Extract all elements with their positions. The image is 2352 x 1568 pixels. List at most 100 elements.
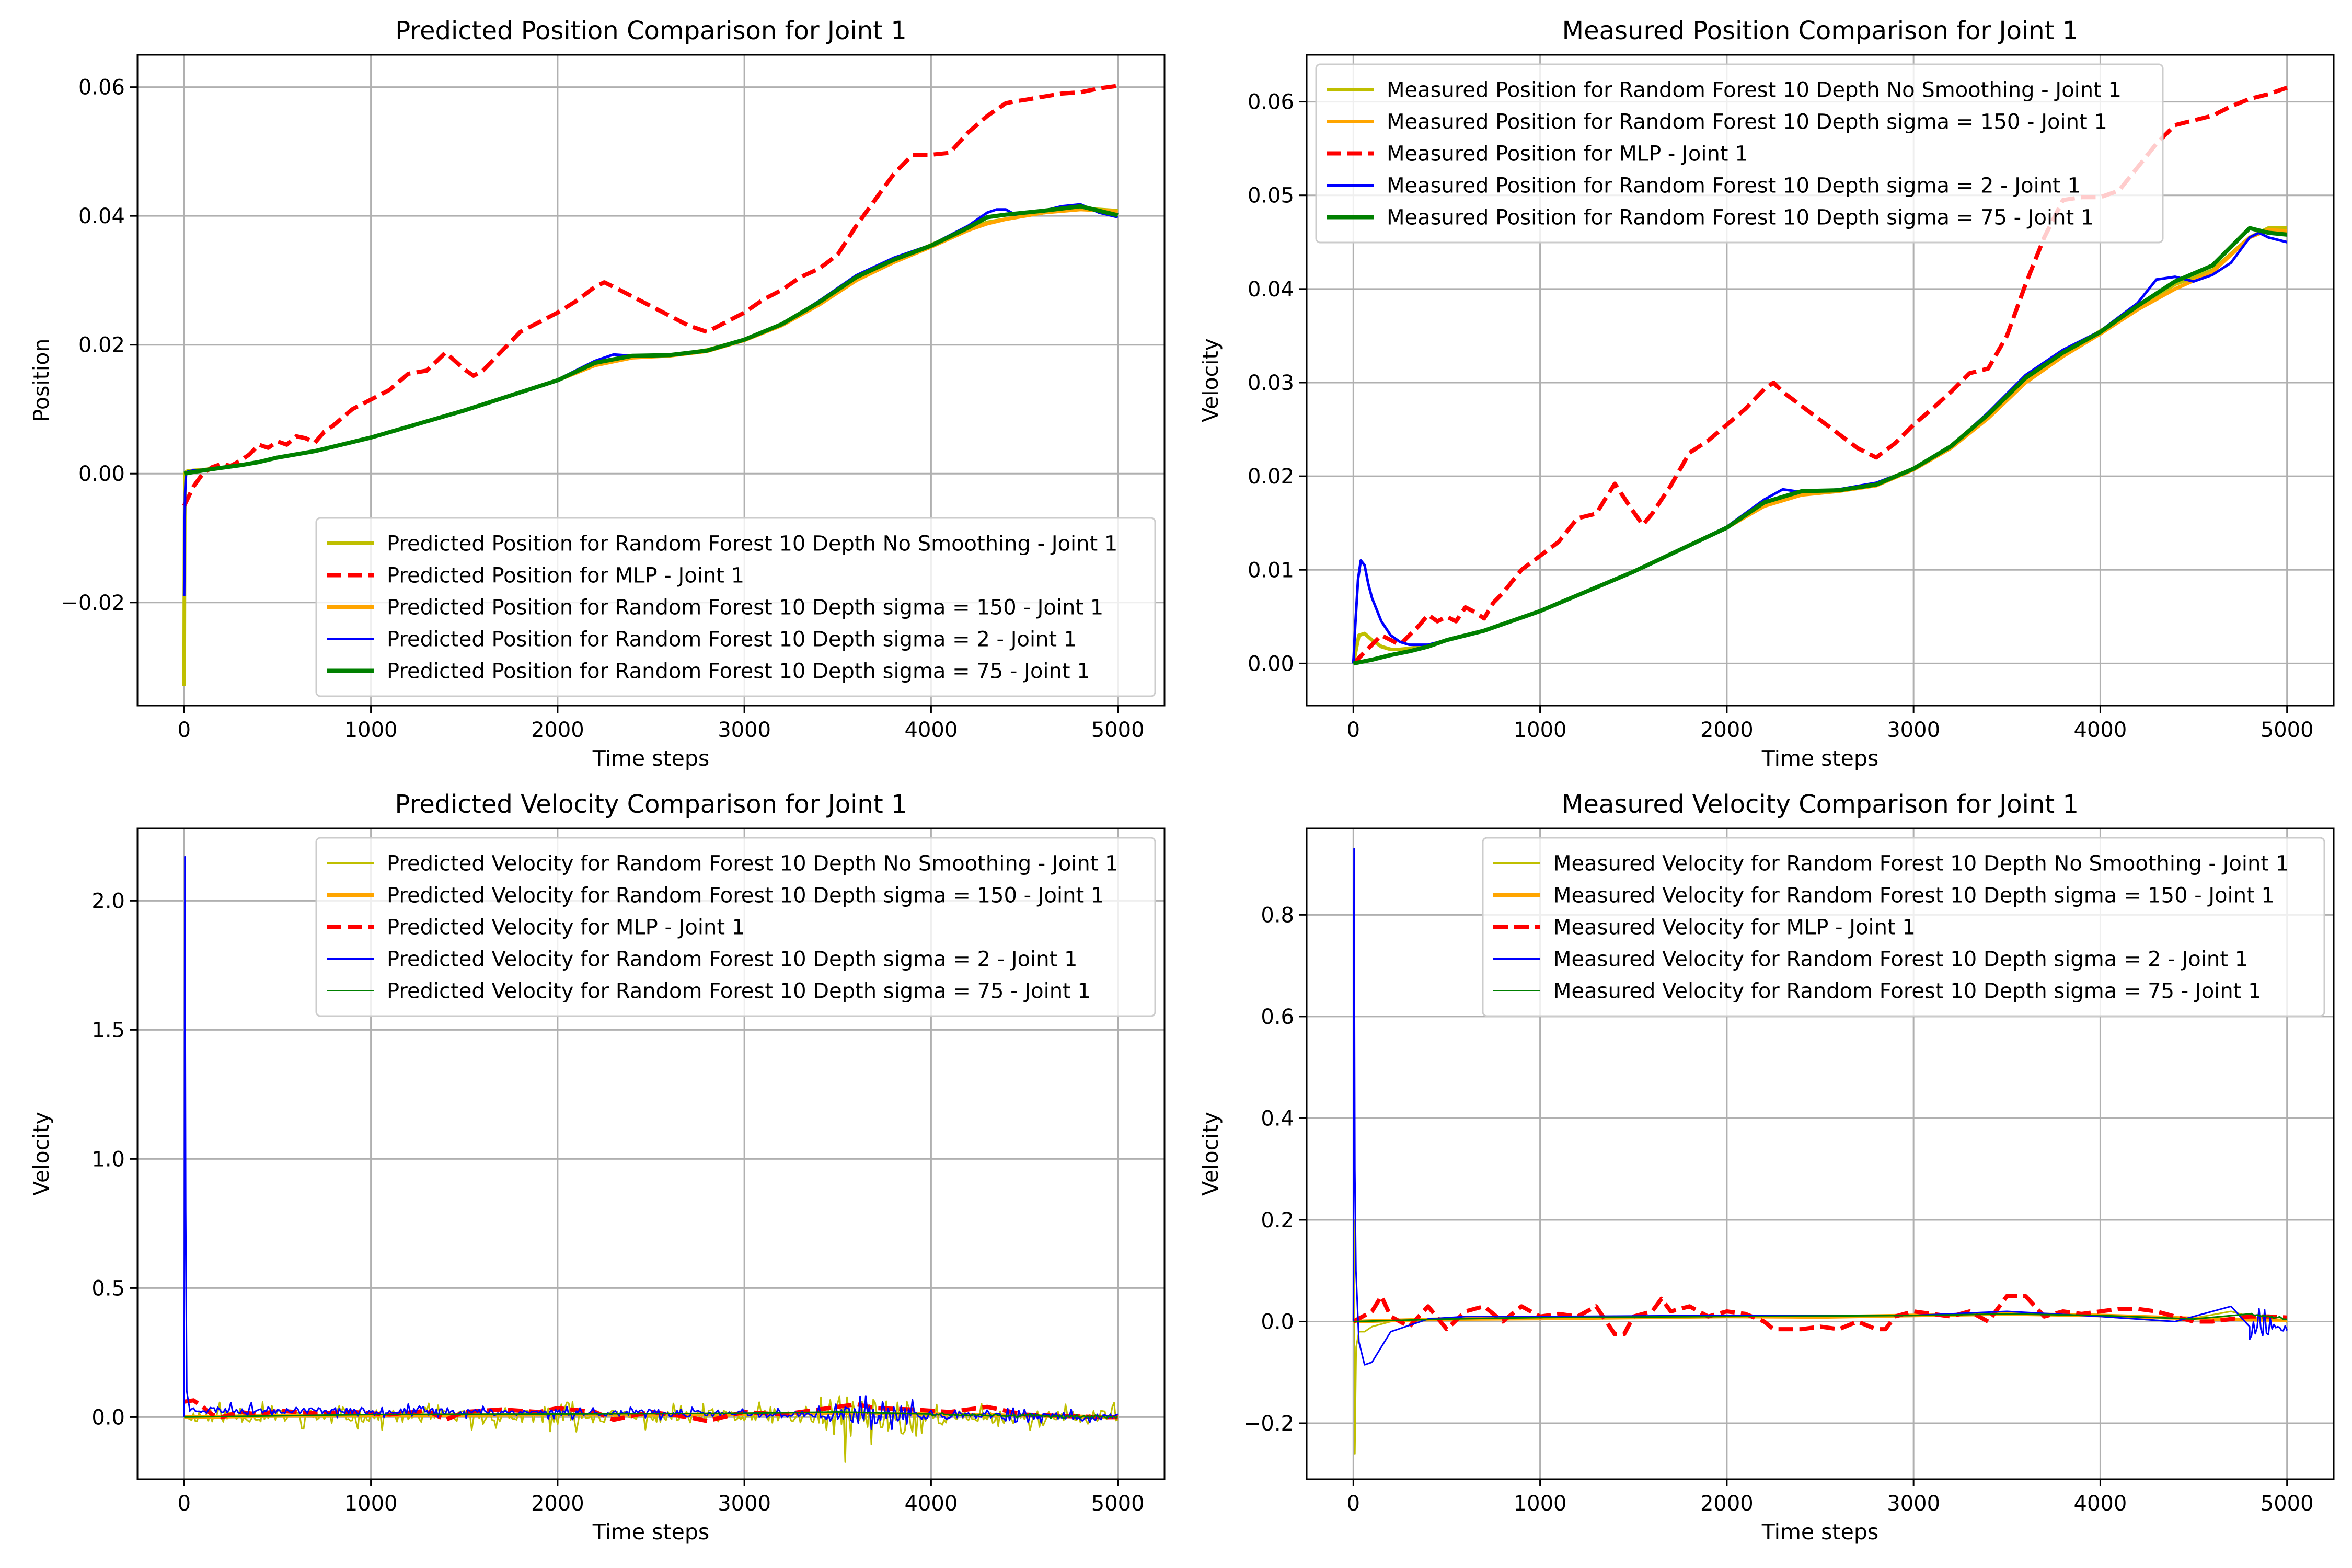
x-tick-label: 3000 — [718, 1492, 771, 1516]
legend-label: Measured Position for Random Forest 10 D… — [1387, 206, 2094, 230]
x-axis-label: Time steps — [1761, 1519, 1878, 1544]
x-tick-label: 1000 — [1514, 718, 1567, 742]
series-line-1 — [1351, 226, 2287, 664]
x-tick-label: 4000 — [905, 718, 958, 742]
legend-label: Measured Velocity for Random Forest 10 D… — [1553, 884, 2275, 908]
chart-panel-4: 0 1000 2000 3000 4000 5000 −0.2 0.0 0.2 0.4 0.6 0.8… — [1198, 790, 2335, 1544]
y-tick-label: 0.0 — [91, 1405, 125, 1429]
series-line-5 — [1353, 226, 2288, 666]
series-line-5 — [183, 204, 1119, 476]
x-tick-label: 0 — [1347, 1492, 1360, 1516]
legend-label: Measured Position for Random Forest 10 D… — [1387, 174, 2081, 198]
x-tick-label: 4000 — [905, 1492, 958, 1516]
series-line-5 — [184, 1411, 1119, 1420]
chart-title: Measured Velocity Comparison for Joint 1 — [1562, 790, 2079, 819]
legend-label: Predicted Velocity for Random Forest 10 … — [387, 979, 1091, 1004]
legend-label: Predicted Position for MLP - Joint 1 — [387, 564, 744, 588]
x-tick-label: 5000 — [2261, 718, 2314, 742]
x-axis-label: Time steps — [1761, 746, 1878, 771]
legend-label: Measured Velocity for Random Forest 10 D… — [1553, 852, 2289, 876]
x-tick-label: 5000 — [2261, 1492, 2314, 1516]
chart-panel-1: 0 1000 2000 3000 4000 5000 −0.02 0.00 0.02 0.04 0.… — [29, 16, 1166, 771]
x-tick-label: 1000 — [344, 1492, 398, 1516]
legend: Predicted Position for Random Forest 10 … — [315, 517, 1156, 697]
legend-label: Measured Position for MLP - Joint 1 — [1387, 142, 1748, 166]
y-tick-label: 0.5 — [91, 1276, 125, 1300]
y-axis-label: Velocity — [1198, 338, 1223, 422]
series-line-4 — [1352, 848, 2288, 1366]
y-tick-label: 1.5 — [91, 1018, 125, 1042]
legend-label: Predicted Position for Random Forest 10 … — [387, 660, 1090, 684]
y-tick-label: 0.6 — [1261, 1005, 1294, 1029]
chart-panel-2: 0 1000 2000 3000 4000 5000 0.00 0.01 0.02 0.03 0.0… — [1198, 16, 2335, 771]
legend: Predicted Velocity for Random Forest 10 … — [315, 837, 1156, 1017]
chart-title: Measured Position Comparison for Joint 1 — [1562, 16, 2079, 45]
legend-box — [315, 837, 1156, 1017]
y-tick-label: 0.04 — [1248, 278, 1294, 302]
plot-frame — [136, 827, 1166, 1480]
plot-frame — [1306, 827, 2335, 1480]
y-axis-label: Velocity — [1198, 1112, 1223, 1196]
legend: Measured Velocity for Random Forest 10 D… — [1482, 837, 2325, 1017]
x-tick-label: 3000 — [1887, 718, 1940, 742]
x-tick-label: 5000 — [1091, 718, 1145, 742]
legend-label: Measured Position for Random Forest 10 D… — [1387, 78, 2122, 102]
y-tick-label: 0.04 — [78, 204, 125, 228]
x-tick-label: 0 — [1347, 718, 1360, 742]
y-tick-label: 0.03 — [1248, 371, 1294, 395]
x-tick-label: 0 — [178, 1492, 191, 1516]
y-tick-label: 0.05 — [1248, 184, 1294, 208]
x-tick-label: 4000 — [2074, 718, 2127, 742]
y-tick-label: −0.02 — [61, 591, 125, 615]
legend-label: Predicted Position for Random Forest 10 … — [387, 532, 1117, 556]
x-tick-label: 2000 — [531, 1492, 584, 1516]
legend-box — [1482, 837, 2325, 1017]
y-tick-label: 0.2 — [1261, 1208, 1294, 1232]
y-tick-label: 0.02 — [78, 333, 125, 358]
y-tick-label: −0.2 — [1243, 1412, 1294, 1436]
y-tick-label: 0.01 — [1248, 558, 1294, 582]
y-tick-label: 0.0 — [1261, 1310, 1294, 1334]
series-line-4 — [1352, 231, 2288, 664]
series-line-3 — [1352, 85, 2288, 665]
y-tick-label: 0.02 — [1248, 465, 1294, 489]
series-line-1 — [1352, 1219, 2288, 1455]
legend: Measured Position for Random Forest 10 D… — [1315, 63, 2164, 244]
legend-label: Measured Velocity for Random Forest 10 D… — [1553, 948, 2248, 972]
x-tick-label: 3000 — [718, 718, 771, 742]
legend-label: Predicted Velocity for Random Forest 10 … — [387, 884, 1104, 908]
x-tick-label: 0 — [178, 718, 191, 742]
legend-label: Predicted Velocity for Random Forest 10 … — [387, 948, 1077, 972]
x-axis-label: Time steps — [592, 746, 709, 771]
legend-label: Predicted Velocity for MLP - Joint 1 — [387, 916, 745, 940]
plot-frame — [1306, 54, 2335, 707]
legend-label: Predicted Position for Random Forest 10 … — [387, 596, 1103, 620]
y-tick-label: 2.0 — [91, 889, 125, 913]
x-tick-label: 2000 — [1700, 1492, 1754, 1516]
x-tick-label: 4000 — [2074, 1492, 2127, 1516]
chart-title: Predicted Position Comparison for Joint … — [395, 16, 907, 45]
chart-panel-3: 0 1000 2000 3000 4000 5000 0.0 0.5 1.0 1.5 2.0 Pred… — [29, 790, 1166, 1544]
y-tick-label: 0.8 — [1261, 903, 1294, 927]
x-tick-label: 3000 — [1887, 1492, 1940, 1516]
chart-title: Predicted Velocity Comparison for Joint … — [395, 790, 907, 819]
y-axis-label: Position — [29, 339, 54, 422]
legend-box — [315, 517, 1156, 697]
series-line-1 — [183, 1395, 1119, 1463]
series-line-3 — [1352, 1294, 2287, 1336]
y-tick-label: 0.06 — [1248, 90, 1294, 114]
legend-box — [1315, 63, 2164, 244]
x-axis-label: Time steps — [592, 1519, 709, 1544]
y-tick-label: 1.0 — [91, 1147, 125, 1171]
x-tick-label: 1000 — [1514, 1492, 1567, 1516]
legend-label: Predicted Position for Random Forest 10 … — [387, 628, 1077, 652]
series-line-2 — [1353, 228, 2287, 665]
legend-label: Measured Position for Random Forest 10 D… — [1387, 110, 2107, 134]
y-tick-label: 0.00 — [78, 462, 125, 486]
x-tick-label: 2000 — [531, 718, 584, 742]
plot-frame — [136, 54, 1166, 707]
series-line-5 — [1353, 1312, 2287, 1322]
y-tick-label: 0.4 — [1261, 1106, 1294, 1131]
legend-label: Measured Velocity for Random Forest 10 D… — [1553, 979, 2262, 1004]
